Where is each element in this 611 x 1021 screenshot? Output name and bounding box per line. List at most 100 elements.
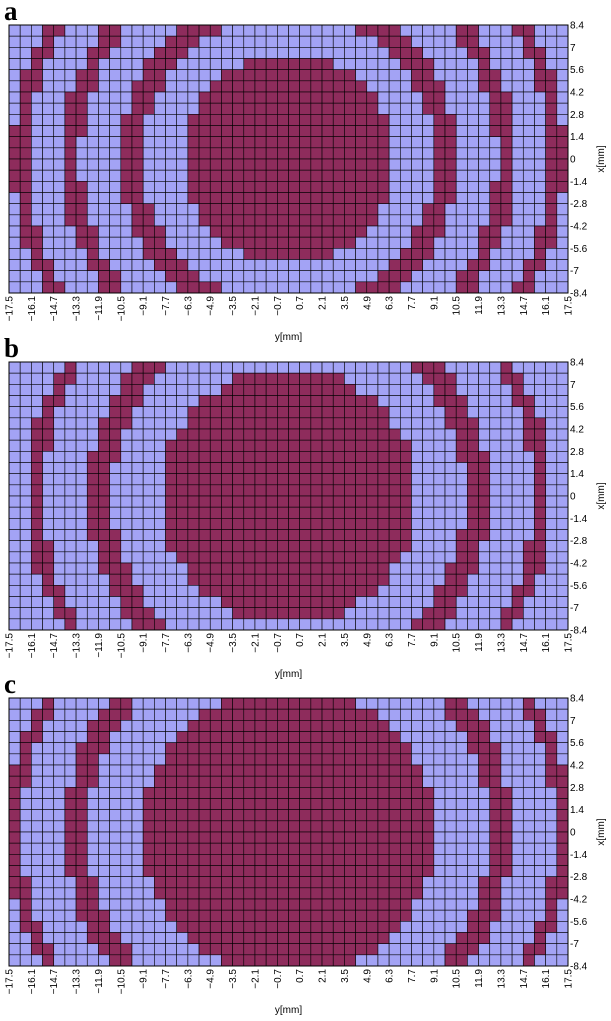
heatmap-cell: [243, 192, 256, 204]
heatmap-cell: [399, 585, 412, 597]
heatmap-cell: [86, 865, 99, 877]
heatmap-cell: [467, 225, 479, 238]
heatmap-cell: [243, 697, 256, 710]
heatmap-cell: [75, 462, 88, 474]
heatmap-cell: [86, 372, 99, 385]
heatmap-cell: [31, 809, 43, 822]
heatmap-cell: [198, 876, 211, 889]
heatmap-cell: [310, 91, 323, 104]
heatmap-cell: [277, 618, 289, 631]
heatmap-cell: [64, 842, 77, 855]
heatmap-cell: [556, 24, 569, 37]
heatmap-cell: [209, 921, 222, 933]
heatmap-cell: [377, 921, 390, 933]
heatmap-cell: [388, 943, 401, 956]
heatmap-cell: [277, 720, 289, 732]
heatmap-cell: [455, 192, 468, 204]
heatmap-cell: [64, 395, 77, 407]
heatmap-cell: [444, 831, 457, 844]
x-tick-label: 7.7: [407, 969, 418, 983]
heatmap-cell: [154, 731, 166, 743]
heatmap-cell: [8, 854, 21, 866]
x-tick-label: 14.7: [519, 633, 530, 653]
heatmap-cell: [467, 181, 479, 193]
heatmap-cell: [31, 147, 43, 160]
heatmap-cell: [221, 562, 233, 575]
heatmap-cell: [344, 395, 356, 407]
heatmap-cell: [209, 125, 222, 137]
heatmap-cell: [399, 203, 412, 216]
heatmap-cell: [75, 921, 88, 933]
heatmap-cell: [344, 236, 356, 249]
heatmap-cell: [478, 147, 491, 160]
heatmap-cell: [176, 573, 189, 586]
x-tick-label: 3.5: [340, 969, 351, 983]
heatmap-cell: [31, 236, 43, 249]
heatmap-cell: [120, 270, 133, 283]
heatmap-cell: [534, 24, 546, 37]
heatmap-cell: [422, 831, 435, 844]
heatmap-cell: [366, 102, 379, 115]
heatmap-cell: [321, 720, 334, 732]
heatmap-cell: [556, 35, 569, 48]
heatmap-cell: [478, 225, 491, 238]
heatmap-cell: [176, 495, 189, 508]
heatmap-cell: [366, 451, 379, 463]
heatmap-cell: [388, 753, 401, 766]
heatmap-cell: [64, 192, 77, 204]
heatmap-cell: [556, 125, 569, 137]
heatmap-cell: [366, 518, 379, 530]
heatmap-cell: [187, 854, 200, 866]
heatmap-cell: [221, 451, 233, 463]
heatmap-cell: [288, 395, 300, 407]
heatmap-cell: [411, 909, 423, 922]
heatmap-cell: [355, 451, 368, 463]
heatmap-cell: [19, 192, 32, 204]
heatmap-cell: [53, 181, 66, 193]
heatmap-cell: [165, 697, 178, 710]
heatmap-cell: [321, 136, 334, 149]
heatmap-cell: [489, 742, 502, 755]
heatmap-cell: [142, 562, 155, 575]
heatmap-cell: [8, 708, 21, 721]
heatmap-cell: [53, 551, 66, 564]
heatmap-cell: [19, 697, 32, 710]
heatmap-cell: [444, 451, 457, 463]
heatmap-cell: [511, 80, 524, 93]
x-tick-label: −2.1: [250, 969, 261, 989]
heatmap-cell: [377, 820, 390, 833]
heatmap-cell: [109, 943, 122, 956]
heatmap-cell: [19, 618, 32, 631]
y-tick-label: 7: [570, 43, 576, 54]
heatmap-cell: [277, 248, 289, 260]
heatmap-cell: [422, 731, 435, 743]
heatmap-cell: [534, 764, 546, 777]
heatmap-cell: [534, 909, 546, 922]
heatmap-cell: [232, 147, 245, 160]
heatmap-cell: [511, 225, 524, 238]
heatmap-cell: [444, 562, 457, 575]
heatmap-cell: [187, 573, 200, 586]
heatmap-cell: [243, 585, 256, 597]
heatmap-cell: [467, 618, 479, 631]
heatmap-cell: [209, 585, 222, 597]
heatmap-cell: [455, 798, 468, 810]
y-tick-label: 5.6: [570, 738, 584, 749]
heatmap-cell: [332, 954, 345, 967]
heatmap-cell: [467, 462, 479, 474]
heatmap-cell: [243, 69, 256, 82]
heatmap-cell: [321, 35, 334, 48]
heatmap-cell: [31, 495, 43, 508]
heatmap-cell: [556, 842, 569, 855]
heatmap-cell: [19, 764, 32, 777]
heatmap-cell: [299, 417, 312, 430]
heatmap-cell: [165, 372, 178, 385]
x-tick-label: 13.3: [496, 969, 507, 989]
heatmap-cell: [265, 225, 278, 238]
heatmap-cell: [310, 80, 323, 93]
heatmap-cell: [556, 259, 569, 271]
heatmap-cell: [545, 842, 558, 855]
heatmap-cell: [511, 58, 524, 70]
heatmap-cell: [176, 462, 189, 474]
heatmap-cell: [422, 775, 435, 788]
